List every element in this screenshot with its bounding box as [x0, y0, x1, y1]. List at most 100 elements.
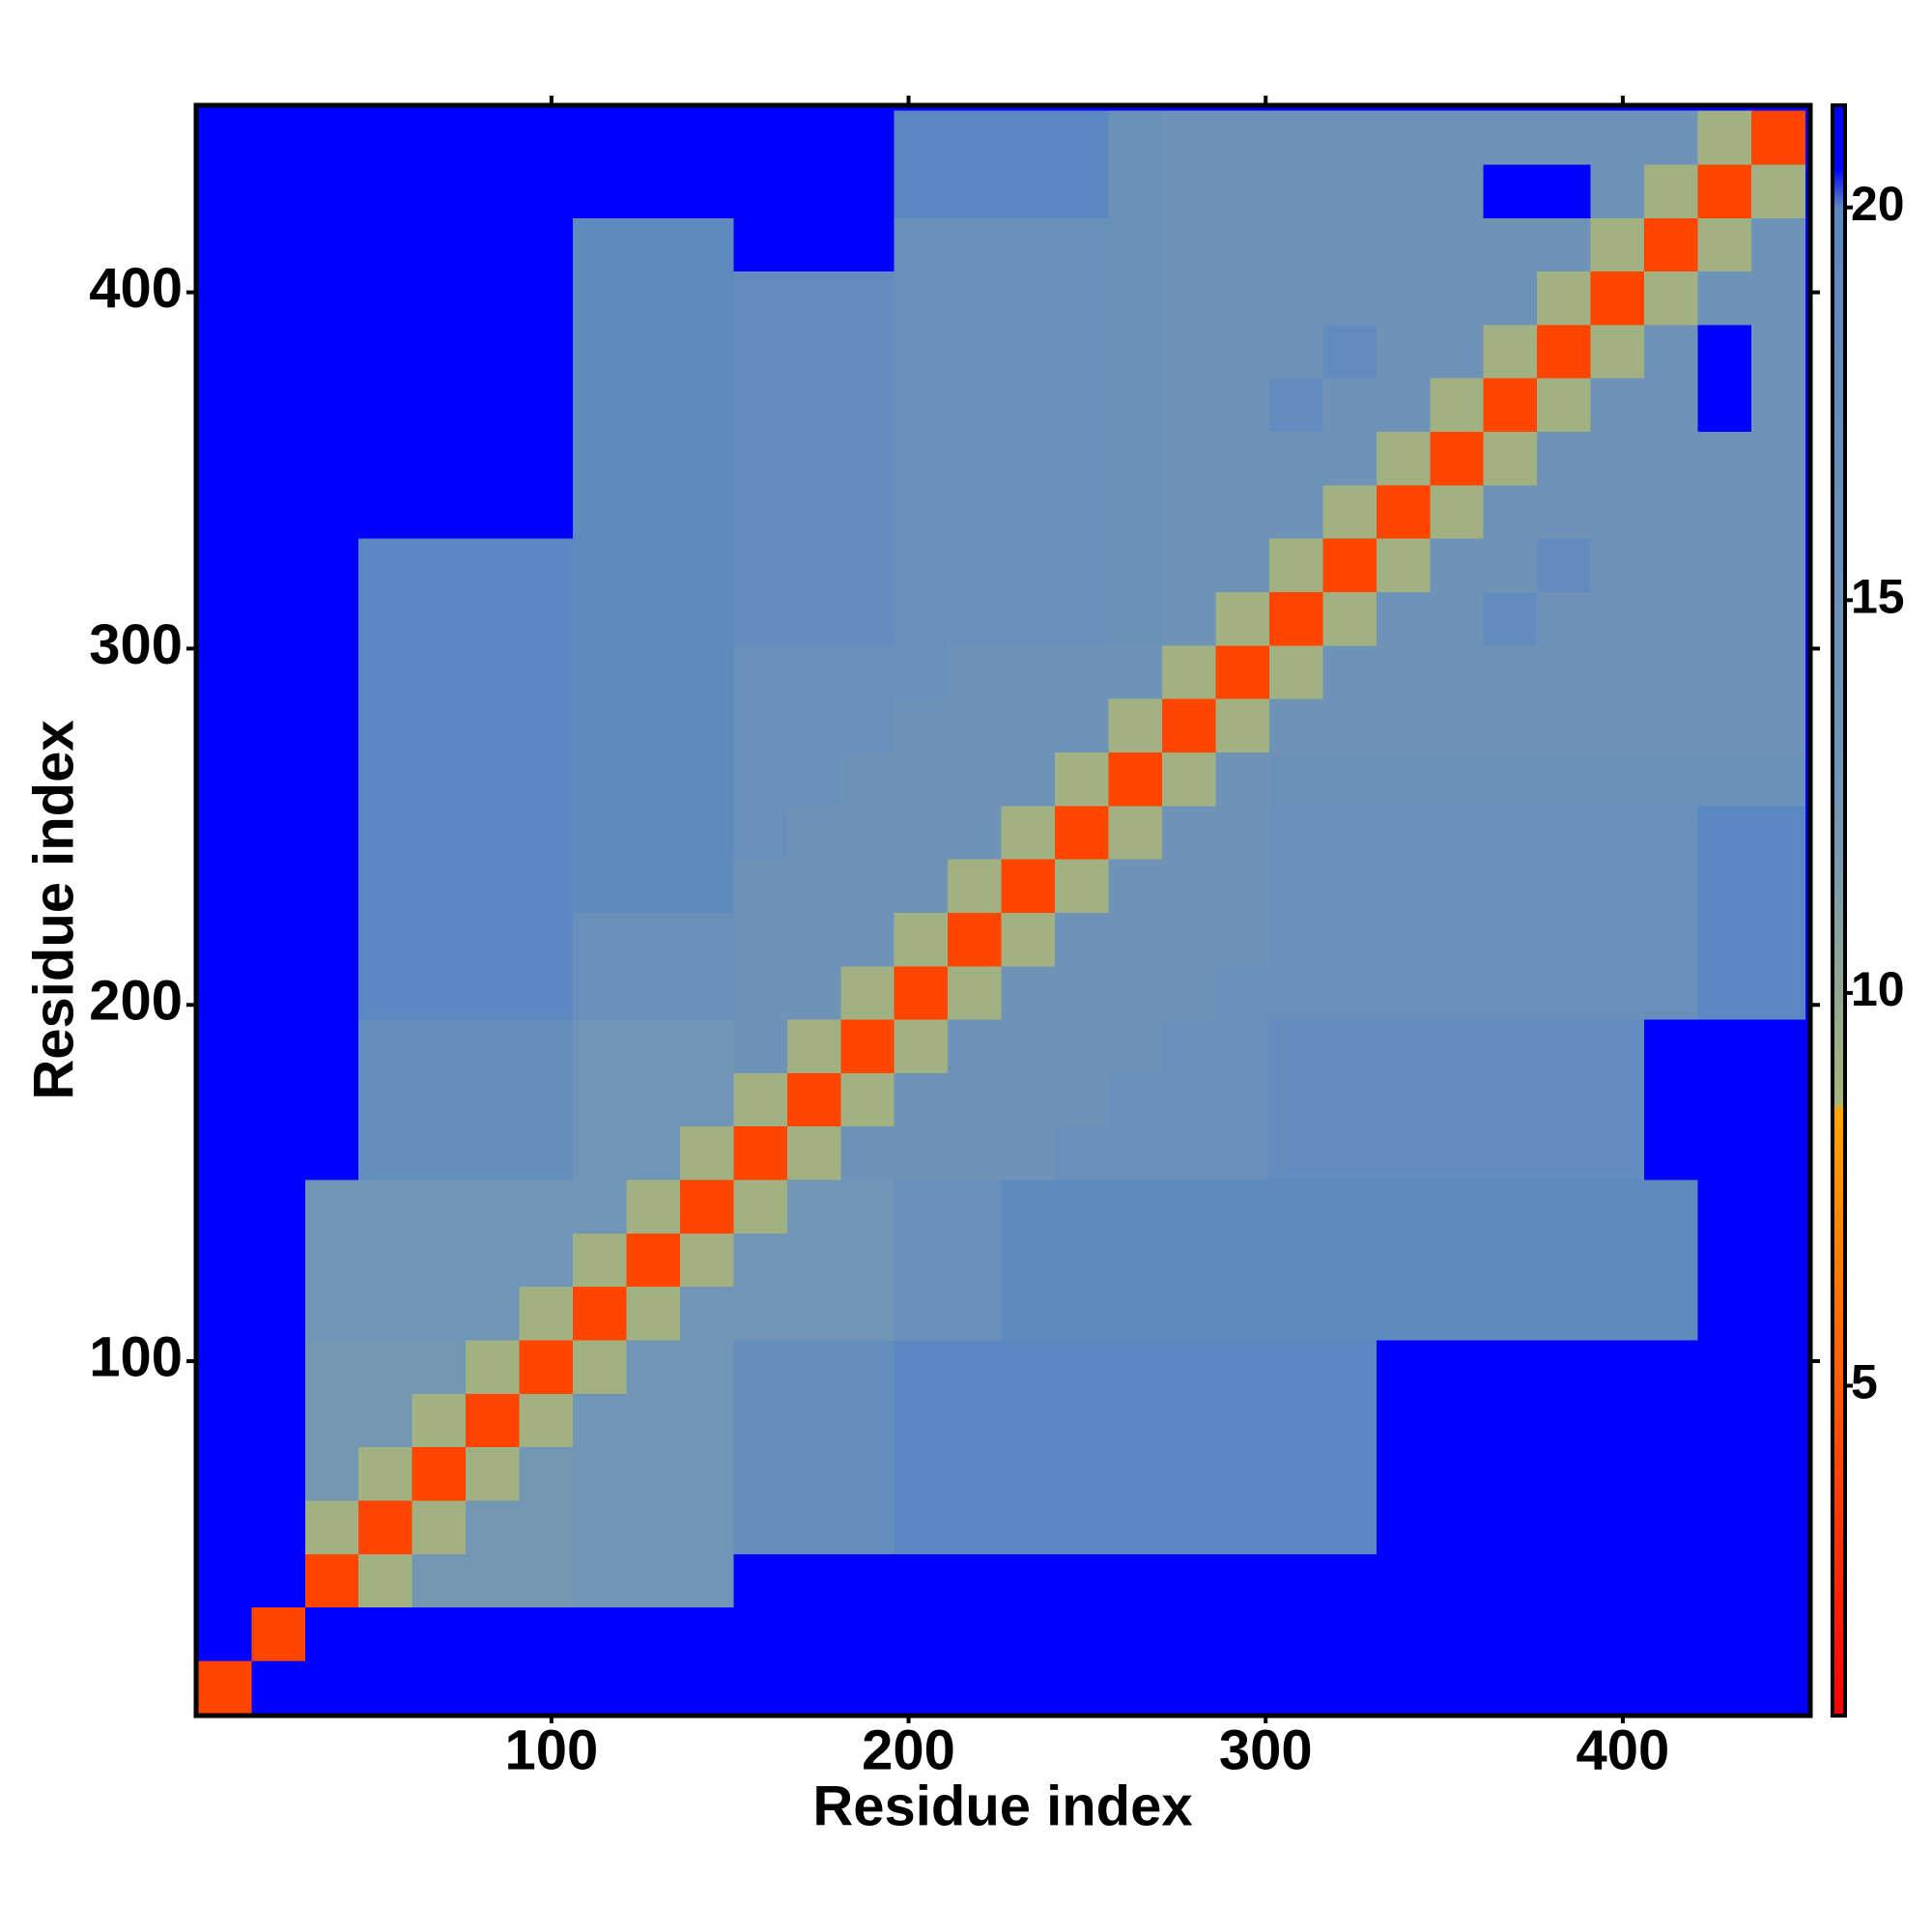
heatmap-cell: [1108, 1125, 1163, 1180]
heatmap-cell: [1483, 378, 1538, 433]
heatmap-cell: [733, 538, 788, 593]
heatmap-cell: [573, 1446, 628, 1501]
heatmap-cell: [466, 1339, 521, 1394]
heatmap-cell: [626, 1286, 681, 1341]
heatmap-cell: [1590, 110, 1645, 165]
heatmap-cell: [1055, 1233, 1110, 1288]
heatmap-cell: [1322, 270, 1378, 326]
heatmap-cell: [1430, 1499, 1485, 1554]
heatmap-cell: [733, 1446, 788, 1501]
heatmap-cell: [1162, 1660, 1217, 1715]
heatmap-cell: [1215, 431, 1270, 486]
heatmap-cell: [1268, 698, 1323, 753]
heatmap-cell: [894, 431, 949, 486]
heatmap-cell: [679, 431, 734, 486]
heatmap-cell: [1537, 431, 1592, 486]
heatmap-cell: [1376, 1553, 1431, 1608]
heatmap-cell: [840, 110, 895, 165]
heatmap-cell: [733, 1553, 788, 1608]
heatmap-cell: [1215, 324, 1270, 379]
heatmap-cell: [1697, 1018, 1752, 1073]
heatmap-cell: [197, 1286, 252, 1341]
heatmap-cell: [733, 1339, 788, 1394]
heatmap-cell: [1644, 591, 1699, 646]
heatmap-cell: [948, 1072, 1003, 1127]
heatmap-cell: [412, 1233, 467, 1288]
heatmap-cell: [1268, 484, 1323, 539]
heatmap-cell: [466, 1125, 521, 1180]
heatmap-cell: [358, 1286, 413, 1341]
heatmap-cell: [1162, 859, 1217, 913]
heatmap-cell: [1001, 1072, 1056, 1127]
heatmap-cell: [1055, 217, 1110, 272]
heatmap-cell: [1322, 1606, 1378, 1662]
heatmap-cell: [679, 1393, 734, 1448]
heatmap-cell: [894, 324, 949, 379]
heatmap-cell: [786, 1499, 841, 1554]
heatmap-cell: [251, 1018, 306, 1073]
heatmap-cell: [1751, 1179, 1806, 1234]
heatmap-cell: [1268, 1286, 1323, 1341]
heatmap-cell: [1215, 752, 1270, 807]
heatmap-cell: [412, 378, 467, 433]
heatmap-cell: [1590, 378, 1645, 433]
heatmap-cell: [251, 1499, 306, 1554]
heatmap-cell: [412, 217, 467, 272]
heatmap-cell: [1537, 1018, 1592, 1073]
heatmap-cell: [733, 1660, 788, 1715]
heatmap-cell: [786, 1125, 841, 1180]
heatmap-cell: [1644, 912, 1699, 967]
heatmap-cell: [1376, 1286, 1431, 1341]
heatmap-cell: [1483, 217, 1538, 272]
heatmap-cell: [1590, 431, 1645, 486]
heatmap-cell: [1430, 698, 1485, 753]
colorbar: [1831, 103, 1847, 1718]
heatmap-cell: [626, 1499, 681, 1554]
heatmap-cell: [304, 1553, 359, 1608]
heatmap-cell: [466, 912, 521, 967]
heatmap-cell: [1055, 644, 1110, 699]
heatmap-cell: [358, 1072, 413, 1127]
heatmap-cell: [679, 1018, 734, 1073]
heatmap-cell: [1697, 1286, 1752, 1341]
heatmap-cell: [840, 324, 895, 379]
heatmap-cell: [1430, 1446, 1485, 1501]
heatmap-cell: [1751, 1606, 1806, 1662]
heatmap-cell: [733, 484, 788, 539]
heatmap-cell: [733, 965, 788, 1020]
heatmap-cell: [679, 912, 734, 967]
heatmap-cell: [573, 644, 628, 699]
heatmap-cell: [466, 591, 521, 646]
heatmap-cell: [304, 270, 359, 326]
heatmap-cell: [1215, 484, 1270, 539]
heatmap-cell: [1162, 1018, 1217, 1073]
heatmap-cell: [1376, 431, 1431, 486]
heatmap-cell: [1268, 431, 1323, 486]
heatmap-cell: [1215, 1018, 1270, 1073]
heatmap-cell: [251, 1072, 306, 1127]
heatmap-cell: [679, 805, 734, 860]
heatmap-cell: [1162, 1393, 1217, 1448]
heatmap-cell: [1644, 1072, 1699, 1127]
heatmap-cell: [733, 859, 788, 913]
heatmap-cell: [1215, 1446, 1270, 1501]
heatmap-cell: [626, 859, 681, 913]
heatmap-cell: [466, 378, 521, 433]
heatmap-cell: [1751, 538, 1806, 593]
heatmap-cell: [466, 431, 521, 486]
heatmap-cell: [519, 163, 574, 218]
heatmap-cell: [1697, 431, 1752, 486]
heatmap-cell: [1268, 644, 1323, 699]
heatmap-cell: [626, 1018, 681, 1073]
heatmap-cell: [1108, 163, 1163, 218]
heatmap-cell: [1055, 698, 1110, 753]
heatmap-cell: [1644, 484, 1699, 539]
heatmap-cell: [1590, 217, 1645, 272]
heatmap-cell: [626, 1606, 681, 1662]
heatmap-cell: [412, 1018, 467, 1073]
heatmap-cell: [1108, 431, 1163, 486]
heatmap-cell: [1162, 431, 1217, 486]
heatmap-cell: [894, 1072, 949, 1127]
heatmap-cell: [679, 217, 734, 272]
heatmap-cell: [573, 1179, 628, 1234]
